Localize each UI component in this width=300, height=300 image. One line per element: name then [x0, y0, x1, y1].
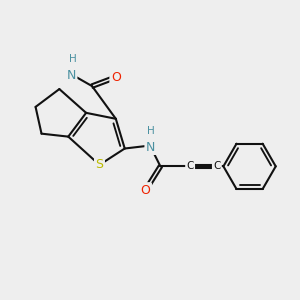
Text: N: N — [146, 140, 155, 154]
Text: C: C — [213, 161, 220, 171]
Text: N: N — [67, 69, 76, 82]
Text: O: O — [111, 71, 121, 84]
Text: S: S — [95, 158, 104, 171]
Text: H: H — [147, 126, 154, 136]
Text: O: O — [141, 184, 151, 196]
Text: H: H — [69, 54, 76, 64]
Text: C: C — [186, 161, 194, 171]
